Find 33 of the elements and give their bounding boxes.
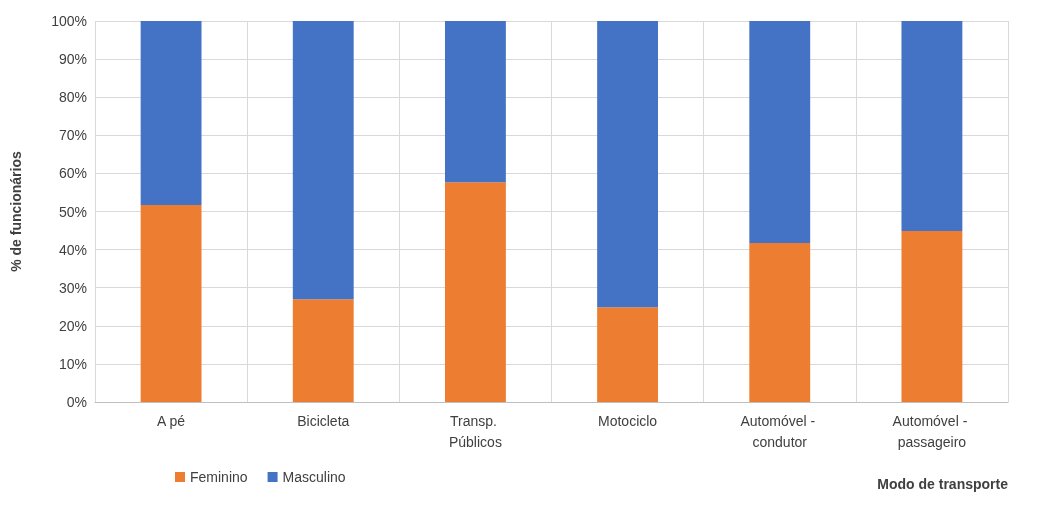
y-tick-label: 70% [58, 127, 87, 144]
bar [292, 21, 354, 300]
x-axis-title: Modo de transporte [877, 476, 1009, 492]
bar [140, 205, 202, 402]
y-tick-label: 60% [58, 165, 87, 182]
y-tick-label: 0% [66, 394, 87, 410]
bar [749, 243, 811, 402]
y-tick-label: 100% [51, 13, 87, 29]
bar [749, 21, 811, 244]
y-tick-label: 90% [58, 51, 87, 68]
x-tick-label: Automóvel - passageiro [892, 412, 972, 450]
y-axis-title: % de funcionários [8, 151, 24, 272]
x-tick-label: Motociclo [598, 412, 658, 429]
bar [444, 21, 506, 183]
y-tick-label: 20% [58, 317, 87, 334]
bar [597, 21, 659, 308]
x-tick-label: Transp. Públicos [448, 412, 502, 450]
bar [901, 230, 963, 402]
bar [140, 21, 202, 206]
x-tick-label: A pé [157, 412, 186, 429]
x-tick-label: Bicicleta [297, 412, 350, 429]
y-tick-label: 80% [58, 89, 87, 106]
y-tick-label: 10% [58, 355, 87, 372]
bar [444, 182, 506, 402]
y-tick-label: 30% [58, 279, 87, 296]
legend-label: Masculino [282, 469, 346, 485]
y-tick-label: 40% [58, 241, 87, 258]
bar [901, 21, 963, 231]
y-tick-label: 50% [58, 203, 87, 220]
x-tick-label: Automóvel - condutor [740, 412, 820, 450]
bar [597, 307, 659, 402]
legend-label: Feminino [190, 469, 248, 485]
bar [292, 299, 354, 402]
